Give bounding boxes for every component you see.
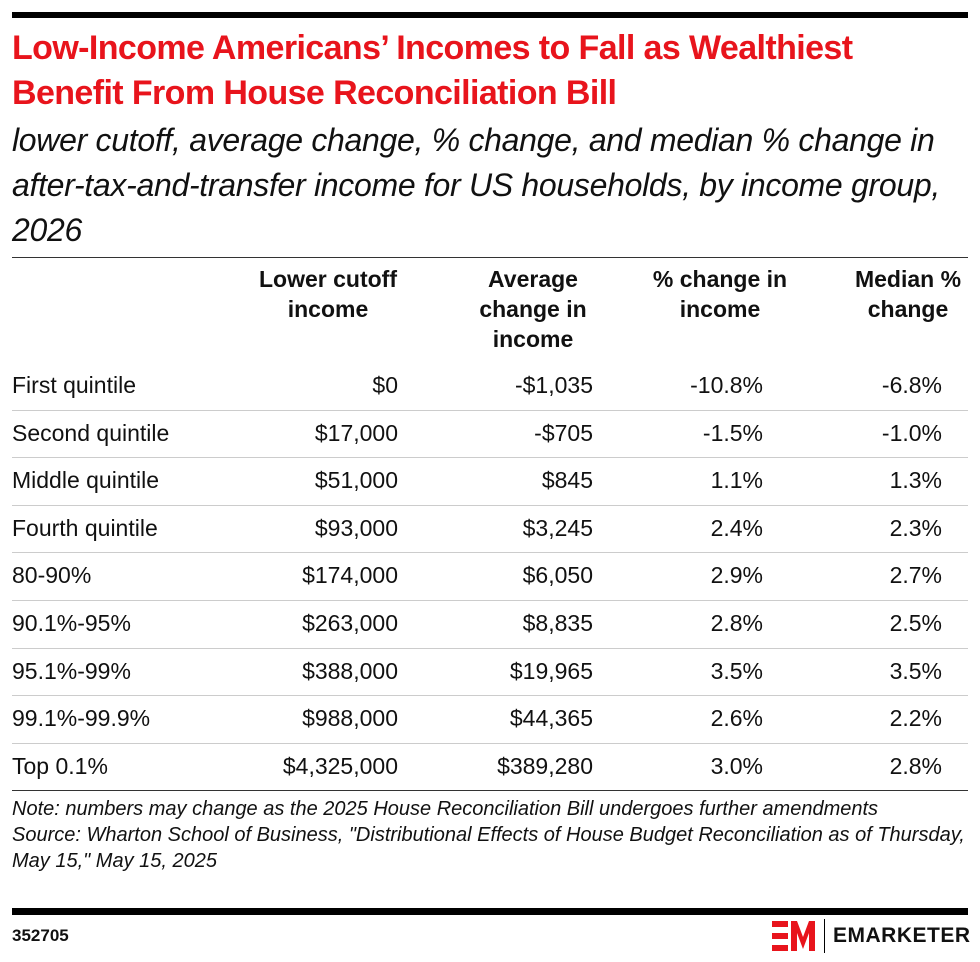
- table-row: 90.1%-95% $263,000 $8,835 2.8% 2.5%: [12, 600, 968, 647]
- pct-change-cell: 2.8%: [710, 610, 763, 636]
- row-divider: [12, 600, 968, 601]
- row-label: Top 0.1%: [12, 752, 108, 779]
- bottom-rule: [12, 908, 968, 915]
- table-row: Top 0.1% $4,325,000 $389,280 3.0% 2.8%: [12, 743, 968, 790]
- pct-change-cell: 3.5%: [710, 657, 763, 684]
- row-label: 90.1%-95%: [12, 610, 131, 636]
- em-logo-icon: [772, 921, 815, 951]
- average-change-cell: -$705: [534, 419, 593, 446]
- average-change-cell: -$1,035: [514, 372, 593, 398]
- header-rule: [12, 257, 968, 258]
- median-pct-change-cell: 2.2%: [889, 705, 942, 732]
- pct-change-cell: 3.0%: [710, 752, 763, 779]
- average-change-cell: $6,050: [522, 562, 593, 589]
- lower-cutoff-cell: $263,000: [302, 610, 398, 636]
- column-header-lower-cutoff: Lower cutoff income: [259, 266, 397, 322]
- average-change-cell: $389,280: [497, 752, 593, 779]
- median-pct-change-cell: 2.8%: [889, 752, 942, 779]
- notes: Note: numbers may change as the 2025 Hou…: [12, 796, 972, 874]
- pct-change-cell: 1.1%: [710, 467, 763, 494]
- row-divider: [12, 695, 968, 697]
- emarketer-logo: EMARKETER: [772, 918, 971, 954]
- lower-cutoff-cell: $93,000: [314, 514, 398, 541]
- logo-divider: [824, 919, 825, 953]
- row-label: 95.1%-99%: [12, 657, 131, 684]
- lower-cutoff-cell: $388,000: [302, 657, 398, 684]
- row-divider: [12, 647, 968, 649]
- lower-cutoff-cell: $988,000: [302, 705, 398, 732]
- row-label: 80-90%: [12, 562, 92, 589]
- chart-title: Low-Income Americans’ Incomes to Fall as…: [12, 29, 853, 112]
- top-rule: [12, 12, 968, 18]
- pct-change-cell: -10.8%: [690, 372, 763, 398]
- table-row: First quintile $0 -$1,035 -10.8% -6.8%: [12, 362, 968, 409]
- median-pct-change-cell: 2.5%: [889, 610, 942, 636]
- pct-change-cell: 2.4%: [710, 514, 763, 541]
- source-text: Source: Wharton School of Business, "Dis…: [12, 824, 965, 872]
- note-text: Note: numbers may change as the 2025 Hou…: [12, 798, 879, 820]
- average-change-cell: $44,365: [509, 705, 593, 732]
- pct-change-cell: -1.5%: [702, 419, 763, 446]
- table-row: Fourth quintile $93,000 $3,245 2.4% 2.3%: [12, 505, 968, 552]
- row-divider: [12, 409, 968, 411]
- chart-subtitle: lower cutoff, average change, % change, …: [12, 122, 940, 248]
- table-row: 95.1%-99% $388,000 $19,965 3.5% 3.5%: [12, 648, 968, 695]
- row-divider: [12, 552, 968, 554]
- brand-name: EMARKETER: [833, 924, 971, 947]
- table-row: Middle quintile $51,000 $845 1.1% 1.3%: [12, 457, 968, 504]
- average-change-cell: $845: [541, 467, 593, 494]
- average-change-cell: $19,965: [509, 657, 593, 684]
- row-label: 99.1%-99.9%: [12, 705, 151, 732]
- row-divider: [12, 504, 968, 506]
- row-label: Second quintile: [12, 419, 170, 446]
- table-bottom-rule: [12, 790, 968, 792]
- table-row: 99.1%-99.9% $988,000 $44,365 2.6% 2.2%: [12, 695, 968, 742]
- median-pct-change-cell: 2.7%: [889, 562, 942, 589]
- lower-cutoff-cell: $4,325,000: [282, 752, 398, 779]
- lower-cutoff-cell: $17,000: [314, 419, 398, 446]
- lower-cutoff-cell: $174,000: [302, 562, 398, 589]
- lower-cutoff-cell: $51,000: [314, 467, 398, 494]
- average-change-cell: $3,245: [522, 514, 593, 541]
- median-pct-change-cell: -6.8%: [881, 372, 942, 398]
- median-pct-change-cell: 1.3%: [889, 467, 942, 494]
- row-label: Middle quintile: [12, 467, 160, 494]
- column-header-average-change: Average change in income: [479, 266, 587, 352]
- row-divider: [12, 457, 968, 459]
- average-change-cell: $8,835: [522, 610, 593, 636]
- row-divider: [12, 742, 968, 744]
- chart-id: 352705: [12, 926, 69, 945]
- row-label: Fourth quintile: [12, 514, 158, 541]
- column-header-pct-change: % change in income: [652, 266, 788, 322]
- median-pct-change-cell: 3.5%: [889, 657, 942, 684]
- pct-change-cell: 2.6%: [710, 705, 763, 732]
- table-row: 80-90% $174,000 $6,050 2.9% 2.7%: [12, 552, 968, 599]
- column-header-median-pct-change: Median % change: [854, 266, 962, 322]
- lower-cutoff-cell: $0: [372, 372, 398, 398]
- median-pct-change-cell: -1.0%: [881, 419, 942, 446]
- row-label: First quintile: [12, 372, 136, 398]
- table-row: Second quintile $17,000 -$705 -1.5% -1.0%: [12, 410, 968, 457]
- median-pct-change-cell: 2.3%: [889, 514, 942, 541]
- pct-change-cell: 2.9%: [710, 562, 763, 589]
